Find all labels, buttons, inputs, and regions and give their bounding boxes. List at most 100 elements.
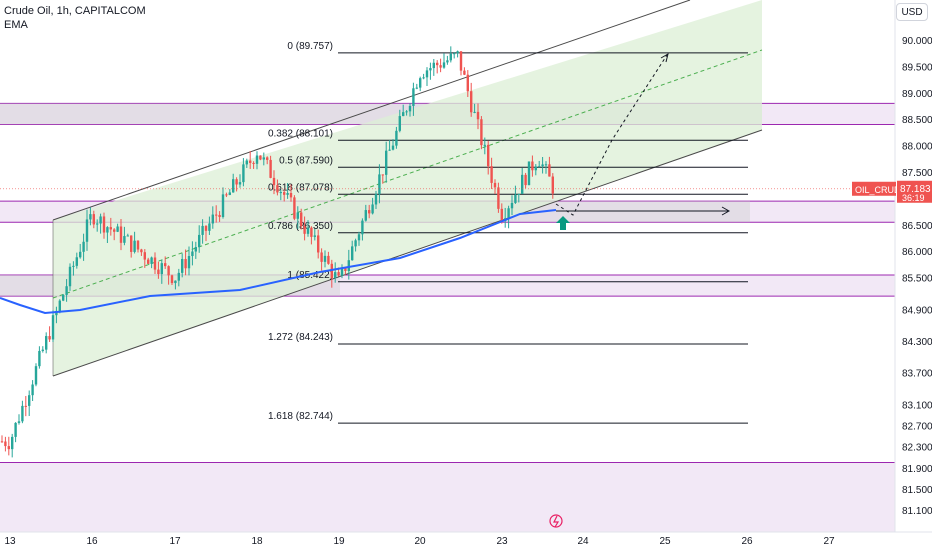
candle-body (245, 160, 248, 165)
candle-body (402, 112, 405, 117)
candle-body (140, 249, 143, 253)
candle-body (191, 251, 194, 257)
candlestick-series (0, 46, 554, 458)
candle-body (4, 441, 7, 447)
price-tick-label: 90.000 (902, 36, 932, 47)
time-tick-label: 16 (86, 536, 98, 547)
price-tick-label: 81.100 (902, 506, 932, 517)
buy-arrow-icon (556, 216, 570, 230)
symbol-tag (852, 181, 896, 196)
projected-path (555, 54, 668, 216)
price-tag-value: 87.183 (900, 184, 931, 195)
time-tick-label: 24 (577, 536, 589, 547)
candle-body (289, 193, 293, 198)
channel-fill (53, 0, 762, 376)
lightning-icon (549, 514, 563, 528)
candle-body (466, 74, 469, 92)
candle-body (385, 150, 388, 175)
time-tick-label: 20 (414, 536, 426, 547)
candle-body (167, 266, 170, 276)
price-tick-label: 84.300 (902, 337, 932, 348)
candle-body (313, 235, 316, 237)
candle-body (323, 255, 327, 262)
candle-body (422, 77, 425, 79)
candle-body (17, 421, 21, 423)
candle-body (21, 405, 24, 422)
candle-body (439, 65, 442, 68)
candle-body (201, 225, 204, 235)
candle-body (408, 105, 412, 112)
candle-body (548, 164, 551, 177)
candle-body (374, 194, 378, 205)
candle-body (259, 155, 262, 160)
candle-body (361, 220, 364, 235)
candle-body (62, 294, 65, 301)
candle-body (327, 255, 330, 264)
candle-body (395, 130, 398, 146)
price-tick-label: 87.500 (902, 168, 932, 179)
fib-label-1: 0.382 (88.101) (268, 128, 333, 139)
price-tick-label: 83.700 (902, 369, 932, 380)
candle-body (340, 267, 344, 276)
price-tick-label: 81.500 (902, 485, 932, 496)
candle-body (500, 208, 503, 222)
candle-body (99, 216, 102, 224)
candle-body (221, 194, 225, 217)
candle-body (303, 226, 306, 234)
candle-body (170, 275, 174, 284)
indicator-label: EMA (4, 19, 28, 31)
candle-body (7, 446, 10, 450)
chart-title: Crude Oil, 1h, CAPITALCOM (4, 5, 146, 17)
candle-body (181, 259, 184, 273)
candle-body (449, 53, 452, 61)
candle-body (442, 62, 446, 68)
candle-body (415, 87, 418, 89)
candle-body (41, 349, 44, 351)
candle-body (279, 192, 282, 194)
price-tick-label: 84.900 (902, 305, 932, 316)
candle-body (0, 441, 4, 443)
candle-body (347, 260, 350, 271)
candle-body (235, 179, 238, 185)
candle-body (521, 174, 524, 194)
ascending-channel (52, 0, 763, 377)
price-axis: 90.00089.50089.00088.50088.00087.50087.0… (0, 0, 932, 532)
lightning-bolt-path (553, 515, 560, 528)
candle-body (453, 53, 456, 55)
price-tag (897, 180, 932, 203)
price-tick-label: 83.100 (902, 400, 932, 411)
candle-body (89, 214, 92, 220)
price-tick-label: 81.900 (902, 464, 932, 475)
candle-body (119, 226, 123, 243)
candle-body (551, 176, 554, 194)
candle-body (293, 197, 296, 219)
candle-body (272, 177, 276, 186)
candle-body (381, 174, 384, 176)
fib-label-5: 1 (85.422) (287, 270, 333, 281)
candle-body (92, 214, 95, 225)
candle-body (228, 192, 231, 195)
fib-label-4: 0.786 (86.350) (268, 221, 333, 232)
price-tick-label: 82.700 (902, 422, 932, 433)
candle-body (405, 111, 408, 113)
currency-button[interactable]: USD (896, 3, 928, 21)
candle-body (538, 166, 541, 168)
candle-body (211, 214, 214, 224)
candle-body (344, 267, 347, 271)
candle-body (208, 223, 211, 231)
candle-body (75, 257, 78, 266)
candle-body (116, 226, 119, 232)
candle-body (364, 210, 367, 221)
candle-body (487, 144, 490, 167)
candle-body (378, 174, 381, 195)
candle-body (527, 161, 531, 186)
time-tick-label: 19 (333, 536, 345, 547)
candle-body (28, 395, 31, 406)
time-tick-label: 17 (169, 536, 181, 547)
candle-body (113, 229, 116, 232)
candle-body (398, 116, 401, 131)
candle-body (470, 91, 473, 113)
channel-upper-line (52, 0, 691, 221)
candle-body (109, 227, 112, 230)
